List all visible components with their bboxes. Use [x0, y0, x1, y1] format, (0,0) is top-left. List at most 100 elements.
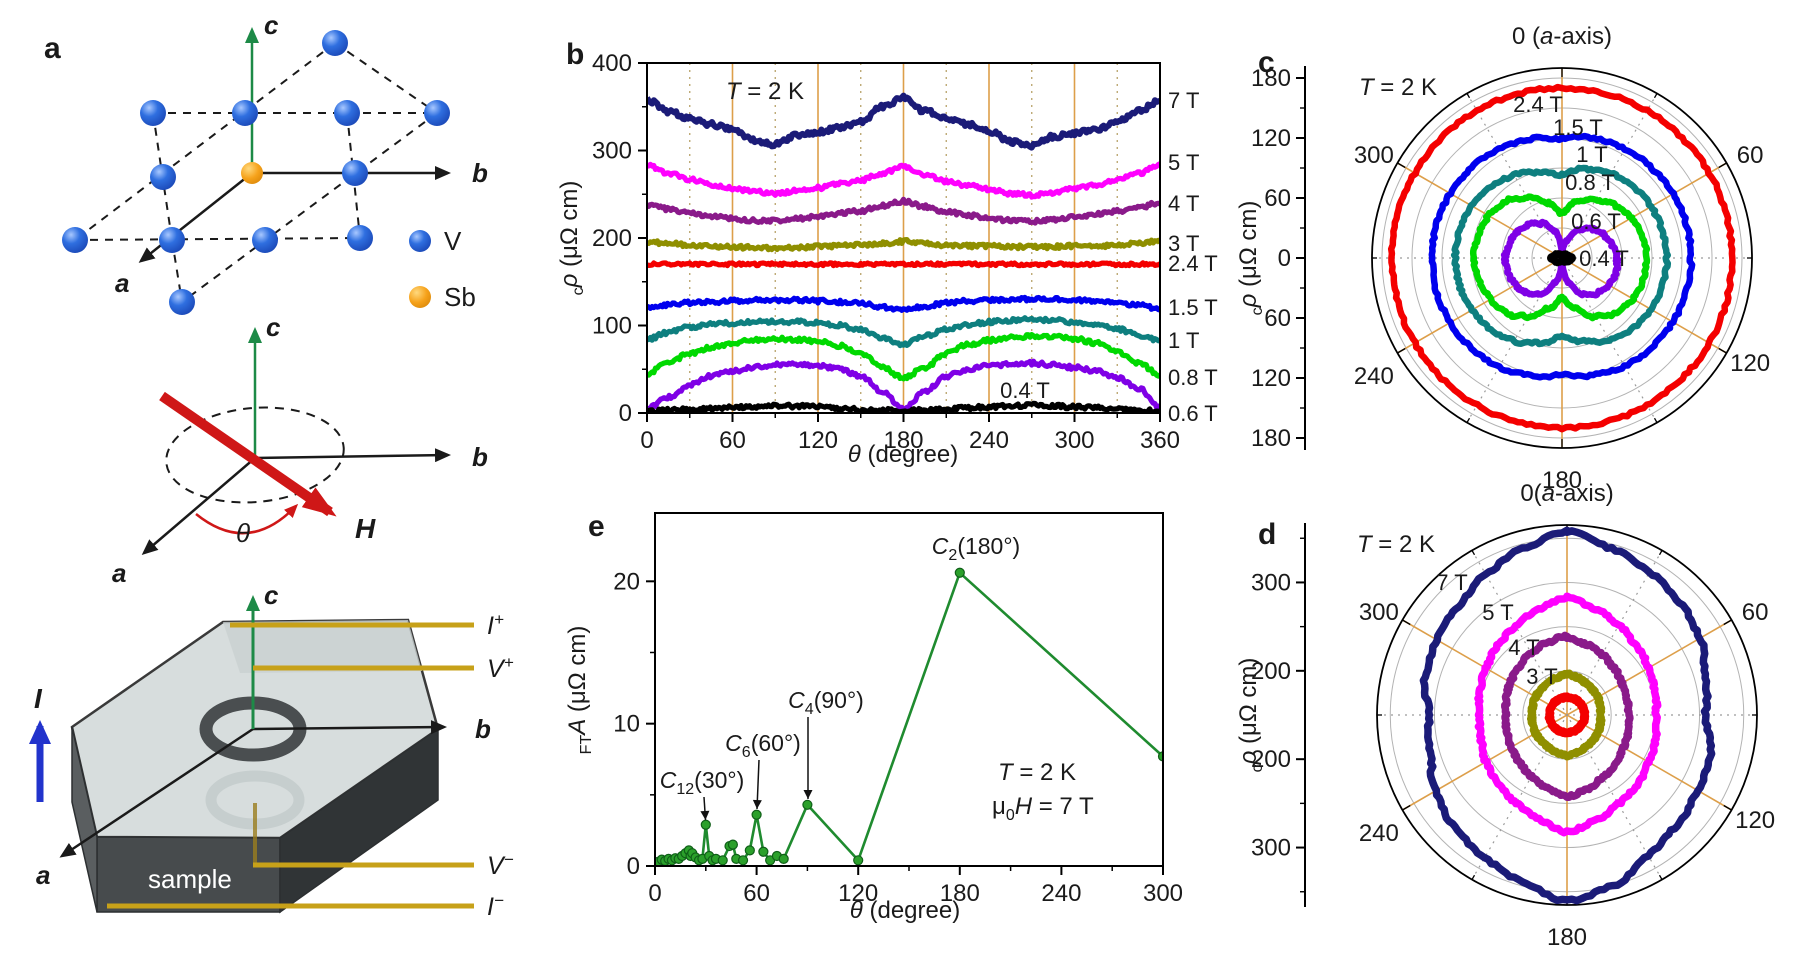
polar-top-label: 0(a-axis) [1520, 480, 1613, 507]
panel-b-plot: 0 100 200 300 400 0 60 120 180 240 300 360 T = 2 K θ … [556, 50, 1218, 468]
x-tick-label: 180 [940, 880, 980, 907]
series-label-7T: 7 T [1168, 88, 1199, 113]
curve-5T [647, 161, 1160, 200]
radial-tick-label: 200 [1251, 658, 1291, 685]
v-atom [424, 100, 450, 126]
y-tick-label: 20 [613, 568, 640, 595]
annotation-arrowhead [700, 810, 710, 820]
polar-angle-tick [1658, 874, 1663, 880]
fft-marker [954, 567, 965, 578]
panel-e-ylabel: FTA (μΩ cm) [564, 626, 595, 755]
radial-tick-label: 180 [1251, 425, 1291, 452]
field-vector-h-label: H [355, 513, 376, 544]
x-tick-label: 240 [969, 427, 1009, 454]
polar-angle-label-120: 120 [1730, 350, 1770, 377]
polar-angle-label-300: 300 [1359, 599, 1399, 626]
panel-a-letter: a [44, 32, 61, 65]
polar-angle-tick [1718, 347, 1727, 354]
v-atom [159, 227, 185, 253]
v-atom [322, 30, 348, 56]
field-vector-h-arrow [159, 391, 337, 517]
radial-tick-label: 300 [1251, 569, 1291, 596]
b-axis-arrow [252, 720, 447, 735]
v-atom [347, 225, 373, 251]
sample-top-bevel [223, 620, 422, 673]
y-tick-label: 200 [592, 225, 632, 252]
panel-d-polar-chart: d 200 200 300 300 60 120 180 240 300 0(a-axis) T =… [1235, 480, 1775, 951]
panel-e-note-temperature: T = 2 K [998, 759, 1076, 786]
c-axis-label: c [264, 10, 279, 40]
c-axis-label: c [266, 312, 281, 342]
polar-angle-tick [1402, 619, 1411, 626]
fft-plot-area [655, 567, 1163, 866]
panel-e-fft-chart: e 0 10 20 0 60 120 180 240 300 θ (degree) FTA (μΩ … [564, 510, 1183, 924]
lattice-line [334, 42, 438, 114]
radial-tick-label: 60 [1264, 305, 1291, 332]
polar-d-label-4T: 4 T [1508, 635, 1539, 660]
annotation-C6: C6(60°) [725, 730, 801, 761]
b-axis-label: b [472, 442, 488, 472]
polar-c-label-0.4T: 0.4 T [1579, 246, 1629, 271]
polar-angle-tick [1723, 804, 1732, 811]
fft-marker [700, 819, 711, 830]
series-label-0.8T: 0.8 T [1168, 365, 1218, 390]
x-tick-label: 0 [648, 880, 661, 907]
x-tick-label: 360 [1140, 427, 1180, 454]
panel-b-chart: b 0 100 200 300 400 0 60 120 180 240 300 360 T = 2 K… [556, 38, 1218, 468]
series-label-4T: 4 T [1168, 191, 1199, 216]
radial-tick-label: 60 [1264, 185, 1291, 212]
polar-angle-tick [1397, 347, 1406, 354]
polar-curve-2.4T [1387, 83, 1736, 433]
annotation-arrowhead [752, 799, 762, 809]
x-tick-label: 60 [719, 427, 746, 454]
x-tick-label: 300 [1054, 427, 1094, 454]
polar-angle-label-240: 240 [1354, 363, 1394, 390]
fft-marker [717, 855, 728, 866]
series-label-3T: 3 T [1168, 231, 1199, 256]
a-axis-label: a [115, 268, 129, 298]
a-axis-arrow [59, 727, 254, 858]
v-atom [140, 100, 166, 126]
x-tick-label: 240 [1041, 880, 1081, 907]
x-tick-label: 120 [838, 880, 878, 907]
a-axis-arrow [138, 172, 253, 263]
a-axis-arrow [141, 457, 256, 555]
lead-label-i-plus: I+ [487, 610, 504, 640]
annotation-arrowhead [803, 790, 813, 799]
series-label-04T: 0.4 T [1000, 378, 1050, 403]
annotation-C2: C2(180°) [932, 533, 1020, 564]
polar-angle-label-180: 180 [1542, 467, 1582, 494]
polar-angle-label-120: 120 [1735, 807, 1775, 834]
radial-tick-label: 200 [1251, 746, 1291, 773]
polar-angle-label-180: 180 [1547, 924, 1587, 951]
polar-angle-tick [1718, 162, 1727, 169]
theta-label: θ [236, 518, 250, 548]
b-axis-label: b [472, 158, 488, 188]
polar-angle-tick [1658, 550, 1663, 556]
polar-curve-1.5T [1428, 132, 1696, 381]
curve-2.4T [647, 260, 1160, 269]
panel-c-plot: 60 60 120 120 180 180 0 60 120 180 240 300 0 (a-axis… [1235, 23, 1770, 494]
polar-title: T = 2 K [1359, 74, 1437, 101]
fft-marker [744, 845, 755, 856]
polar-angle-tick [1723, 619, 1732, 626]
polar-angle-tick [1471, 550, 1476, 556]
polar-ylabel: cρ (μΩ cm) [1235, 201, 1266, 316]
curve-1.5T [647, 294, 1160, 313]
polar-angle-label-60: 60 [1742, 599, 1769, 626]
v-atom [342, 160, 368, 186]
y-tick-label: 100 [592, 313, 632, 340]
annotation-C12: C12(30°) [660, 767, 745, 798]
x-tick-label: 180 [883, 427, 923, 454]
polar-angle-tick [1466, 93, 1471, 99]
x-tick-label: 120 [798, 427, 838, 454]
fft-marker [1157, 751, 1163, 762]
panel-d-letter: d [1258, 518, 1276, 551]
curve-1T [647, 315, 1160, 349]
lattice-line [74, 237, 361, 241]
polar-curve-0.8T [1469, 193, 1651, 322]
legend-v-label: V [444, 226, 462, 256]
polar-angle-tick [1653, 93, 1658, 99]
panel-c-letter: c [1258, 46, 1275, 79]
lead-lines [107, 622, 474, 909]
